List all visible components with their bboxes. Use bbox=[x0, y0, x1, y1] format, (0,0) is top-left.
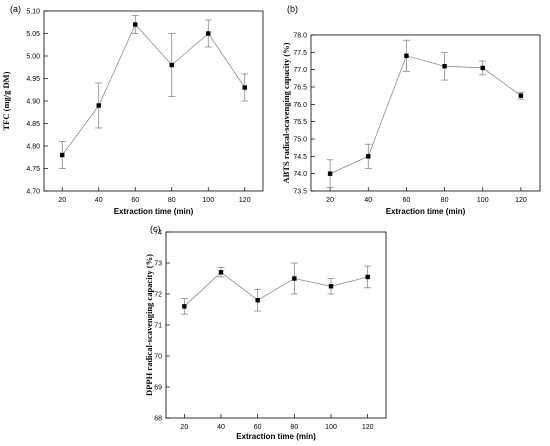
x-tick-label: 80 bbox=[441, 197, 449, 204]
y-tick-label: 4.95 bbox=[26, 76, 40, 83]
x-tick-label: 80 bbox=[290, 424, 298, 431]
y-tick-label: 4.90 bbox=[26, 99, 40, 106]
y-tick-label: 71 bbox=[154, 323, 162, 330]
data-point bbox=[169, 62, 174, 68]
plot-frame bbox=[310, 34, 541, 192]
x-tick-label: 40 bbox=[95, 197, 103, 204]
panel-label: (b) bbox=[287, 4, 298, 14]
data-point bbox=[442, 64, 447, 69]
y-axis-label: ABTS radical-scavenging capacity (%) bbox=[281, 42, 291, 183]
x-tick-label: 120 bbox=[515, 197, 527, 204]
y-tick-label: 4.70 bbox=[26, 189, 40, 196]
x-tick-label: 60 bbox=[403, 197, 411, 204]
plot-frame bbox=[43, 10, 264, 192]
data-point bbox=[206, 31, 211, 36]
y-tick-label: 75.5 bbox=[293, 119, 307, 126]
x-axis-label: Extraction time (min) bbox=[114, 207, 194, 216]
y-tick-label: 70 bbox=[154, 354, 162, 361]
y-tick-label: 4.80 bbox=[26, 144, 40, 151]
chart-panel-1: 20 40 60 80 100 120 4.70 4.75 4.80 4.85 4.90 4.95 5.… bbox=[1, 4, 264, 216]
x-tick-label: 20 bbox=[180, 424, 188, 431]
y-tick-label: 74.0 bbox=[293, 171, 307, 178]
x-tick-label: 40 bbox=[364, 197, 372, 204]
y-tick-label: 73 bbox=[154, 261, 162, 268]
x-tick-label: 120 bbox=[239, 197, 251, 204]
data-point bbox=[242, 85, 247, 90]
y-tick-label: 4.85 bbox=[26, 121, 40, 128]
y-tick-label: 5.05 bbox=[26, 31, 40, 38]
data-point bbox=[60, 152, 65, 158]
x-tick-label: 100 bbox=[325, 424, 337, 431]
data-point bbox=[365, 274, 370, 280]
y-tick-label: 4.75 bbox=[26, 166, 40, 173]
data-point bbox=[366, 154, 371, 159]
x-tick-label: 60 bbox=[131, 197, 139, 204]
x-tick-label: 100 bbox=[202, 197, 214, 204]
y-tick-label: 76.0 bbox=[293, 102, 307, 109]
data-point bbox=[292, 276, 297, 281]
data-point bbox=[327, 171, 333, 176]
chart-panel-2: 20 40 60 80 100 120 73.5 74.0 74.5 75.0 75.5 76.0 76… bbox=[281, 4, 541, 216]
y-tick-label: 77.5 bbox=[293, 50, 307, 57]
series-line bbox=[61, 23, 246, 156]
x-tick-label: 20 bbox=[326, 197, 334, 204]
panel-label: (a) bbox=[10, 4, 21, 14]
data-point bbox=[404, 53, 409, 58]
y-axis-label: TFC (mg/g DM) bbox=[1, 71, 11, 130]
y-tick-label: 5.00 bbox=[26, 54, 40, 61]
y-tick-label: 72 bbox=[154, 292, 162, 299]
data-point bbox=[255, 298, 260, 303]
data-point bbox=[518, 93, 524, 98]
data-point bbox=[218, 270, 224, 275]
x-tick-label: 80 bbox=[168, 197, 176, 204]
data-point bbox=[328, 284, 334, 289]
y-tick-label: 73.5 bbox=[293, 189, 307, 196]
x-tick-label: 120 bbox=[362, 424, 374, 431]
data-point bbox=[96, 103, 101, 108]
series-line bbox=[329, 55, 522, 175]
x-axis-label: Extraction time (min) bbox=[386, 207, 466, 216]
plot-frame bbox=[165, 231, 387, 419]
x-axis-label: Extraction time (min) bbox=[236, 432, 316, 441]
y-tick-label: 75.0 bbox=[293, 137, 307, 144]
y-tick-label: 5.10 bbox=[26, 9, 40, 16]
y-tick-label: 77.0 bbox=[293, 67, 307, 74]
y-tick-label: 69 bbox=[154, 385, 162, 392]
y-tick-label: 68 bbox=[154, 416, 162, 423]
y-axis-label: DPPH radical-scavenging capacity (%) bbox=[144, 254, 154, 396]
y-tick-label: 74.5 bbox=[293, 154, 307, 161]
data-point bbox=[182, 304, 187, 309]
y-tick-label: 76.5 bbox=[293, 85, 307, 92]
chart-panel-3: 20 40 60 80 100 120 68 69 70 71 72 73 74(c) Extractio… bbox=[144, 224, 387, 441]
panel-label: (c) bbox=[150, 224, 161, 234]
x-tick-label: 100 bbox=[477, 197, 489, 204]
data-point bbox=[133, 22, 138, 27]
series-line bbox=[184, 271, 368, 307]
x-tick-label: 40 bbox=[217, 424, 225, 431]
data-point bbox=[480, 65, 485, 71]
x-tick-label: 60 bbox=[254, 424, 262, 431]
x-tick-label: 20 bbox=[58, 197, 66, 204]
y-tick-label: 74 bbox=[154, 230, 162, 237]
y-tick-label: 78.0 bbox=[293, 33, 307, 40]
